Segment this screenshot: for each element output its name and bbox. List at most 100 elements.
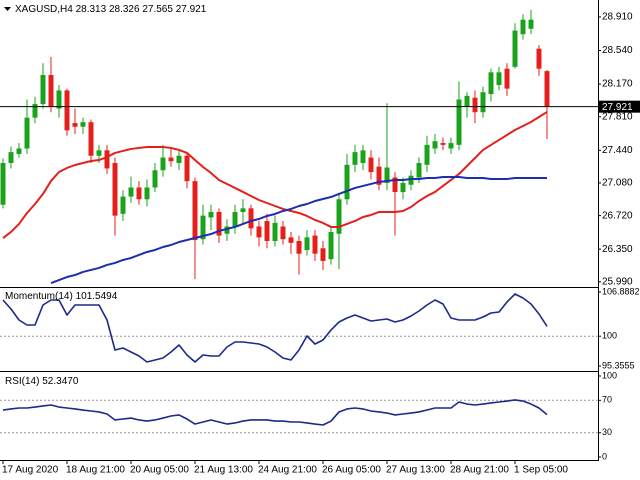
candle-body [136,187,142,200]
candle-body [264,221,270,242]
indicator-title: RSI(14) [5,376,39,387]
candle-body [336,199,342,234]
y-tick-label: 28.910 [602,12,633,23]
candle-body [512,30,518,67]
candle-body [504,68,510,89]
candle-body [488,72,494,95]
candle-body [440,143,446,145]
candle-body [456,99,462,145]
candle-body [152,170,158,188]
y-tick-label: 26.720 [602,210,633,221]
rsi-header: RSI(14) 52.3470 [5,376,79,387]
candle-body [304,237,310,251]
candle-body [528,19,534,29]
y-tick-label: 28.170 [602,79,633,90]
candle-body [208,211,214,218]
y-tick-label: 70 [602,395,612,405]
candle-body [392,177,398,193]
indicator-line [2,399,548,426]
momentum-header: Momentum(14) 101.5494 [5,291,118,302]
candle-body [32,104,38,118]
candle-body [184,155,190,182]
candle-body [56,90,62,109]
candle-body [16,148,22,154]
indicator-line [2,293,548,363]
candle-body [424,144,430,165]
candle-body [96,150,102,156]
y-tick-label: 25.990 [602,276,633,287]
candle-body [112,163,118,216]
x-tick-label: 20 Aug 05:00 [130,465,189,476]
indicator-title: Momentum(14) [5,291,73,302]
candle-body [128,187,134,197]
candle-body [248,208,254,229]
candle-body [120,196,126,214]
candle-body [384,167,390,183]
symbol-header: XAGUSD,H4 28.313 28.326 27.565 27.921 [15,4,207,15]
candle-body [408,175,414,185]
candle-body [104,150,110,169]
candle-body [8,152,14,164]
candle-body [400,182,406,193]
x-tick-label: 17 Aug 2020 [2,465,59,476]
candle-body [192,181,198,241]
candle-body [88,122,94,156]
candle-body [312,235,318,254]
candle-body [280,226,286,240]
last-low: 27.565 [142,4,173,15]
last-open: 28.313 [76,4,107,15]
candle-body [168,157,174,162]
candle-body [480,92,486,113]
candle-body [240,208,246,212]
y-tick-label: 100 [602,331,617,341]
candle-body [80,122,86,127]
candle-body [520,19,526,35]
candle-body [448,143,454,149]
candle-body [272,222,278,242]
candle-body [432,141,438,149]
candle-body [328,231,334,260]
x-tick-label: 24 Aug 21:00 [258,465,317,476]
y-tick-label: 27.080 [602,178,633,189]
candle-body [376,166,382,185]
candle-body [464,95,470,107]
indicator-value: 101.5494 [76,291,118,302]
candle-body [544,71,550,107]
indicator-value: 52.3470 [42,376,79,387]
y-tick-label: 28.540 [602,45,633,56]
y-tick-label: 27.810 [602,111,633,122]
candle-body [224,226,230,234]
symbol-menu-arrow[interactable] [4,7,11,11]
candle-body [0,163,6,205]
y-tick-label: 100 [602,370,617,380]
plot-layer: 28.910 28.540 28.170 27.810 27.440 27.080 26.7… [0,9,640,476]
candle-body [296,241,302,254]
candle-body [416,163,422,178]
x-tick-label: 1 Sep 05:00 [514,465,568,476]
candle-body [24,117,30,149]
moving-average [50,175,547,284]
y-tick-label: 95.3555 [602,360,635,370]
candle-body [160,157,166,171]
candle-body [496,72,502,85]
x-tick-label: 28 Aug 21:00 [450,465,509,476]
candle-body [200,215,206,240]
x-tick-label: 26 Aug 05:00 [322,465,381,476]
candle-body [144,187,150,200]
candle-body [256,226,262,238]
y-tick-label: 106.8882 [602,286,640,296]
y-tick-label: 27.440 [602,145,633,156]
last-high: 28.326 [109,4,140,15]
current-price-box [599,100,640,113]
candle-body [216,211,222,236]
candle-body [176,155,182,164]
candle-body [64,90,70,131]
candle-body [48,75,54,107]
candle-body [288,237,294,243]
current-price-label: 27.921 [602,102,633,113]
candle-body [352,152,358,165]
candle-body [536,48,542,69]
y-tick-label: 30 [602,427,612,437]
candle-body [232,211,238,227]
